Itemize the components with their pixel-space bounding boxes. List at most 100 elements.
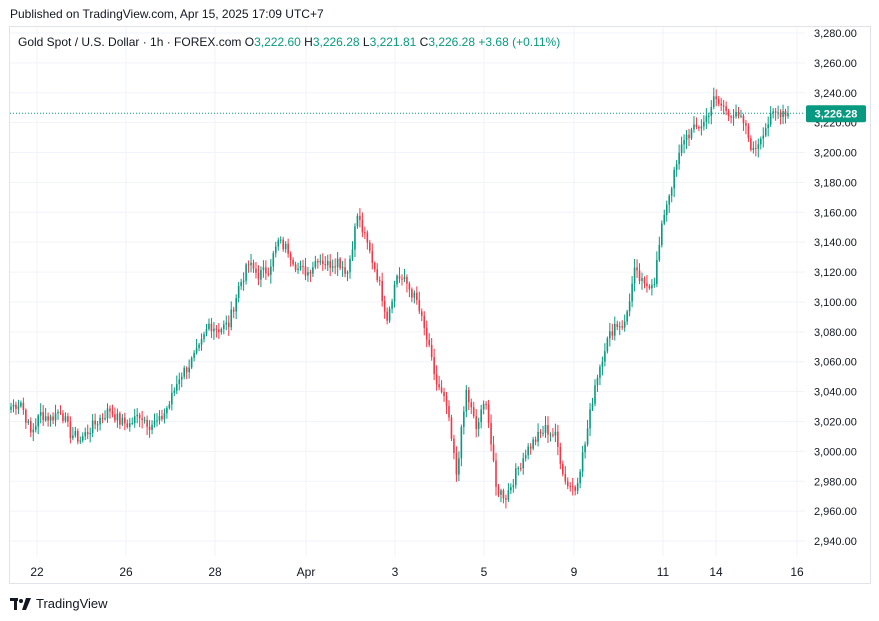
candle-body xyxy=(131,423,134,425)
symbol-title[interactable]: Gold Spot / U.S. Dollar · 1h · FOREX.com xyxy=(18,35,242,49)
candle-body xyxy=(685,134,688,141)
candle-body xyxy=(467,389,470,403)
y-tick-label: 3,240.00 xyxy=(814,88,857,100)
candle-body xyxy=(693,124,695,130)
candle-body xyxy=(299,265,302,269)
candle-body xyxy=(232,309,235,312)
candle-body xyxy=(77,431,79,442)
candle-body xyxy=(606,338,609,352)
candle-body xyxy=(148,426,151,430)
tradingview-brand[interactable]: TradingView xyxy=(10,596,108,611)
candle-body xyxy=(336,258,339,268)
candle-body xyxy=(282,239,284,250)
candle-body xyxy=(373,262,376,270)
candle-body xyxy=(69,421,72,438)
candle-body xyxy=(463,411,465,428)
candle-body xyxy=(99,417,101,425)
candles xyxy=(10,87,789,509)
candle-body xyxy=(158,416,161,421)
candle-body xyxy=(413,292,416,298)
candle-body xyxy=(594,385,596,404)
candle-body xyxy=(326,261,329,266)
candle-body xyxy=(401,278,403,280)
candle-body xyxy=(542,432,544,434)
candle-body xyxy=(445,396,448,407)
candle-body xyxy=(371,250,374,263)
candle-body xyxy=(190,357,193,368)
candle-body xyxy=(153,420,156,425)
x-tick-label: 9 xyxy=(571,565,578,579)
candle-body xyxy=(552,434,554,436)
candle-body xyxy=(668,195,671,205)
candle-body xyxy=(425,327,428,340)
y-tick-label: 3,060.00 xyxy=(814,357,857,369)
candle-body xyxy=(64,416,67,421)
candle-body xyxy=(247,264,250,266)
candle-body xyxy=(732,116,735,118)
candle-body xyxy=(94,420,96,425)
y-tick-label: 3,100.00 xyxy=(814,297,857,309)
chart-pane[interactable] xyxy=(9,26,871,584)
candle-body xyxy=(156,420,158,422)
y-tick-label: 2,940.00 xyxy=(814,536,857,548)
candle-body xyxy=(89,432,91,435)
candle-body xyxy=(198,344,200,348)
candle-body xyxy=(25,409,27,423)
candle-body xyxy=(250,262,252,266)
candle-body xyxy=(502,490,505,499)
candle-body xyxy=(245,264,247,281)
candle-body xyxy=(47,416,49,421)
candle-body xyxy=(584,444,586,453)
y-tick-label: 3,080.00 xyxy=(814,327,857,339)
candle-body xyxy=(126,423,129,427)
y-tick-label: 2,960.00 xyxy=(814,506,857,518)
symbol-legend: Gold Spot / U.S. Dollar · 1h · FOREX.com… xyxy=(18,35,560,49)
candle-body xyxy=(15,404,17,409)
change-value: +3.68 (+0.11%) xyxy=(478,35,561,49)
y-tick-label: 3,180.00 xyxy=(814,177,857,189)
candle-body xyxy=(660,223,663,245)
candle-body xyxy=(284,243,287,250)
candle-body xyxy=(104,418,106,420)
candle-body xyxy=(114,414,116,421)
candle-body xyxy=(252,262,255,269)
candle-body xyxy=(653,283,656,285)
candle-body xyxy=(161,416,163,420)
candle-body xyxy=(675,164,678,170)
candle-body xyxy=(735,111,737,117)
candle-body xyxy=(235,298,237,312)
candle-body xyxy=(168,404,171,409)
candle-body xyxy=(391,301,393,309)
candle-body xyxy=(393,284,396,302)
candle-body xyxy=(737,111,740,116)
candle-body xyxy=(10,406,12,410)
candle-body xyxy=(388,308,391,321)
candle-body xyxy=(29,421,32,433)
candle-body xyxy=(618,326,621,328)
candle-body xyxy=(312,267,314,274)
y-tick-label: 2,980.00 xyxy=(814,476,857,488)
candle-body xyxy=(84,432,87,437)
candle-body xyxy=(383,300,386,312)
candle-body xyxy=(725,106,727,111)
candle-body xyxy=(378,280,381,282)
candle-body xyxy=(260,270,262,280)
candle-body xyxy=(774,111,777,113)
candle-body xyxy=(124,417,126,424)
candle-body xyxy=(366,232,369,243)
candle-body xyxy=(557,431,559,447)
candle-body xyxy=(81,436,84,441)
low-value: 3,221.81 xyxy=(369,35,417,49)
open-value: 3,222.60 xyxy=(254,35,301,49)
candle-body xyxy=(430,344,433,358)
candle-body xyxy=(458,458,460,475)
candle-body xyxy=(522,458,525,469)
candle-body xyxy=(309,272,312,274)
last-price-badge xyxy=(806,105,866,123)
x-tick-label: 11 xyxy=(657,565,670,579)
candle-body xyxy=(205,329,208,335)
candle-body xyxy=(512,485,515,488)
y-tick-label: 3,020.00 xyxy=(814,417,857,429)
candle-body xyxy=(171,392,173,405)
